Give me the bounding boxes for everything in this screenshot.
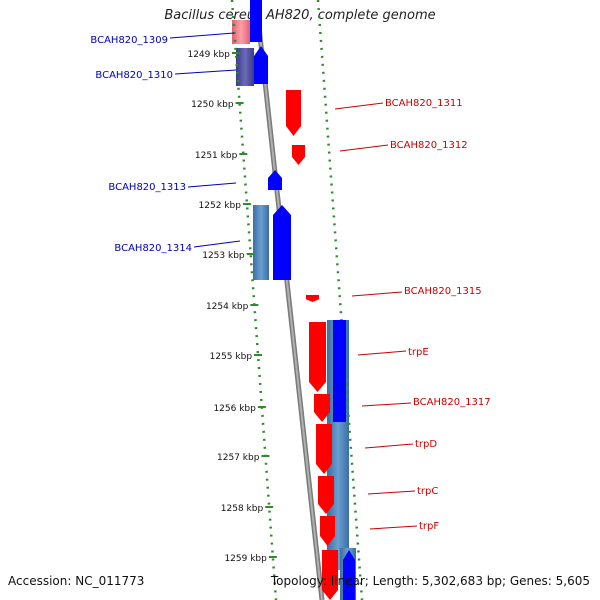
gene-leader-line — [351, 291, 403, 297]
gene-arrow-forward — [286, 90, 301, 136]
gene-arrow-forward — [316, 424, 332, 474]
gene-arrows — [250, 0, 355, 600]
kbp-tick-label: 1258 kbp — [221, 504, 264, 514]
gene-arrow-forward — [306, 295, 319, 302]
gene-label-reverse[interactable]: BCAH820_1314 — [114, 243, 192, 254]
kbp-tick-label: 1249 kbp — [187, 50, 230, 60]
genome-title: Bacillus cereus AH820, complete genome — [164, 8, 436, 23]
kbp-tick-label: 1254 kbp — [206, 302, 249, 312]
genome-info-label: Topology: linear; Length: 5,302,683 bp; … — [270, 574, 590, 588]
gene-arrow-reverse — [254, 46, 268, 84]
gene-arrow-reverse — [268, 170, 282, 190]
gene-leader-line — [361, 402, 412, 407]
gene-leader-line — [364, 443, 414, 449]
gene-arrow-reverse — [333, 320, 346, 422]
gene-label-forward[interactable]: trpF — [419, 521, 439, 532]
kbp-tick-label: 1255 kbp — [210, 352, 253, 362]
kbp-axis: 1249 kbp 1250 kbp 1251 kbp 1252 kbp 1253 kbp… — [187, 50, 277, 564]
gene-label-forward[interactable]: trpC — [417, 486, 438, 497]
rna-region — [253, 205, 269, 280]
gene-label-forward[interactable]: trpE — [408, 347, 429, 358]
kbp-tick-label: 1256 kbp — [213, 404, 256, 414]
gene-leader-line — [367, 490, 416, 495]
kbp-tick-label: 1251 kbp — [195, 151, 238, 161]
gene-label-forward[interactable]: BCAH820_1317 — [413, 397, 491, 408]
gene-label-reverse[interactable]: BCAH820_1310 — [95, 70, 173, 81]
kbp-tick-label: 1257 kbp — [217, 453, 260, 463]
rna-region — [236, 48, 254, 86]
kbp-tick-label: 1250 kbp — [191, 100, 234, 110]
gene-label-forward[interactable]: trpD — [415, 439, 437, 450]
backbone — [253, 0, 325, 600]
gene-leader-line — [369, 525, 418, 530]
rna-region — [232, 20, 250, 44]
kbp-tick-label: 1252 kbp — [199, 201, 242, 211]
gene-arrow-forward — [322, 550, 338, 600]
gene-leader-line — [339, 144, 389, 152]
gene-label-forward[interactable]: BCAH820_1315 — [404, 286, 482, 297]
gene-label-reverse[interactable]: BCAH820_1309 — [90, 35, 168, 46]
gene-arrow-forward — [320, 516, 335, 546]
gene-labels: BCAH820_1309 BCAH820_1310 BCAH820_1313 BCAH… — [90, 32, 491, 532]
gene-label-forward[interactable]: BCAH820_1311 — [385, 98, 463, 109]
kbp-tick-label: 1253 kbp — [202, 251, 245, 261]
gene-leader-line — [174, 69, 237, 75]
gene-leader-line — [169, 32, 235, 39]
gene-arrow-forward — [314, 394, 330, 422]
gene-arrow-reverse — [250, 0, 262, 42]
gene-arrow-reverse — [343, 550, 355, 600]
gene-leader-line — [334, 102, 384, 110]
kbp-tick-label: 1259 kbp — [224, 554, 267, 564]
gene-arrow-forward — [309, 322, 326, 392]
gene-leader-line — [357, 350, 407, 356]
gene-arrow-forward — [292, 145, 305, 165]
gene-arrow-reverse — [273, 205, 291, 280]
gene-label-forward[interactable]: BCAH820_1312 — [390, 140, 468, 151]
accession-label: Accession: NC_011773 — [8, 574, 145, 588]
gene-arrow-forward — [318, 476, 334, 514]
gene-label-reverse[interactable]: BCAH820_1313 — [108, 182, 186, 193]
gene-leader-line — [193, 240, 241, 248]
gene-leader-line — [187, 182, 237, 188]
